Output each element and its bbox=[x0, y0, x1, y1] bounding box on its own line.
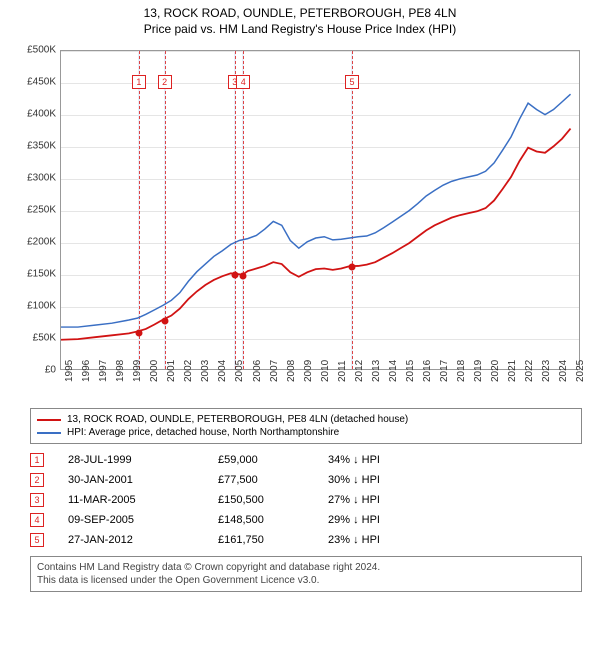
transaction-dot bbox=[161, 318, 168, 325]
y-axis-tick: £450K bbox=[10, 77, 56, 88]
transaction-diff: 23% ↓ HPI bbox=[328, 534, 380, 546]
legend-item-property: 13, ROCK ROAD, OUNDLE, PETERBOROUGH, PE8… bbox=[37, 413, 575, 426]
transaction-price: £150,500 bbox=[218, 494, 328, 506]
transaction-number: 5 bbox=[30, 533, 44, 547]
transaction-diff: 29% ↓ HPI bbox=[328, 514, 380, 526]
y-axis-tick: £350K bbox=[10, 141, 56, 152]
y-axis-tick: £500K bbox=[10, 45, 56, 56]
transaction-date: 28-JUL-1999 bbox=[68, 454, 218, 466]
transaction-number: 3 bbox=[30, 493, 44, 507]
event-marker-label: 5 bbox=[345, 75, 359, 89]
transactions-table: 1 28-JUL-1999£59,00034% ↓ HPI 2 30-JAN-2001… bbox=[30, 450, 582, 550]
transaction-date: 11-MAR-2005 bbox=[68, 494, 218, 506]
series-hpi bbox=[61, 94, 571, 327]
transaction-dot bbox=[135, 330, 142, 337]
y-axis-tick: £0 bbox=[10, 365, 56, 376]
transaction-date: 09-SEP-2005 bbox=[68, 514, 218, 526]
transaction-diff: 27% ↓ HPI bbox=[328, 494, 380, 506]
y-axis-tick: £200K bbox=[10, 237, 56, 248]
transaction-date: 27-JAN-2012 bbox=[68, 534, 218, 546]
y-axis-tick: £100K bbox=[10, 301, 56, 312]
transaction-row: 4 09-SEP-2005£148,50029% ↓ HPI bbox=[30, 510, 582, 530]
series-property bbox=[61, 129, 571, 340]
legend-swatch bbox=[37, 432, 61, 434]
transaction-row: 3 11-MAR-2005£150,50027% ↓ HPI bbox=[30, 490, 582, 510]
legend-item-hpi: HPI: Average price, detached house, Nort… bbox=[37, 426, 575, 439]
event-marker-label: 4 bbox=[236, 75, 250, 89]
transaction-price: £77,500 bbox=[218, 474, 328, 486]
transaction-dot bbox=[240, 272, 247, 279]
legend-swatch bbox=[37, 419, 61, 421]
plot-region: 12345 bbox=[60, 50, 580, 370]
legend-label: HPI: Average price, detached house, Nort… bbox=[67, 427, 339, 438]
transaction-dot bbox=[231, 271, 238, 278]
transaction-number: 2 bbox=[30, 473, 44, 487]
transaction-row: 5 27-JAN-2012£161,75023% ↓ HPI bbox=[30, 530, 582, 550]
y-axis-tick: £400K bbox=[10, 109, 56, 120]
footer-line: Contains HM Land Registry data © Crown c… bbox=[37, 561, 575, 574]
legend-label: 13, ROCK ROAD, OUNDLE, PETERBOROUGH, PE8… bbox=[67, 414, 408, 425]
transaction-row: 1 28-JUL-1999£59,00034% ↓ HPI bbox=[30, 450, 582, 470]
event-marker-label: 2 bbox=[158, 75, 172, 89]
x-axis-tick: 2025 bbox=[575, 360, 599, 382]
y-axis-tick: £250K bbox=[10, 205, 56, 216]
transaction-price: £59,000 bbox=[218, 454, 328, 466]
transaction-row: 2 30-JAN-2001£77,50030% ↓ HPI bbox=[30, 470, 582, 490]
y-axis-tick: £150K bbox=[10, 269, 56, 280]
chart-subtitle: Price paid vs. HM Land Registry's House … bbox=[0, 20, 600, 40]
footer-attribution: Contains HM Land Registry data © Crown c… bbox=[30, 556, 582, 592]
transaction-diff: 30% ↓ HPI bbox=[328, 474, 380, 486]
chart-area: £0 £50K £100K £150K £200K £250K £300K £350K £400… bbox=[10, 40, 590, 400]
y-axis-tick: £300K bbox=[10, 173, 56, 184]
transaction-number: 1 bbox=[30, 453, 44, 467]
chart-title: 13, ROCK ROAD, OUNDLE, PETERBOROUGH, PE8… bbox=[0, 0, 600, 20]
transaction-price: £148,500 bbox=[218, 514, 328, 526]
event-marker-label: 1 bbox=[132, 75, 146, 89]
transaction-dot bbox=[349, 264, 356, 271]
transaction-number: 4 bbox=[30, 513, 44, 527]
y-axis-tick: £50K bbox=[10, 333, 56, 344]
footer-line: This data is licensed under the Open Gov… bbox=[37, 574, 575, 587]
transaction-date: 30-JAN-2001 bbox=[68, 474, 218, 486]
transaction-diff: 34% ↓ HPI bbox=[328, 454, 380, 466]
transaction-price: £161,750 bbox=[218, 534, 328, 546]
legend: 13, ROCK ROAD, OUNDLE, PETERBOROUGH, PE8… bbox=[30, 408, 582, 444]
